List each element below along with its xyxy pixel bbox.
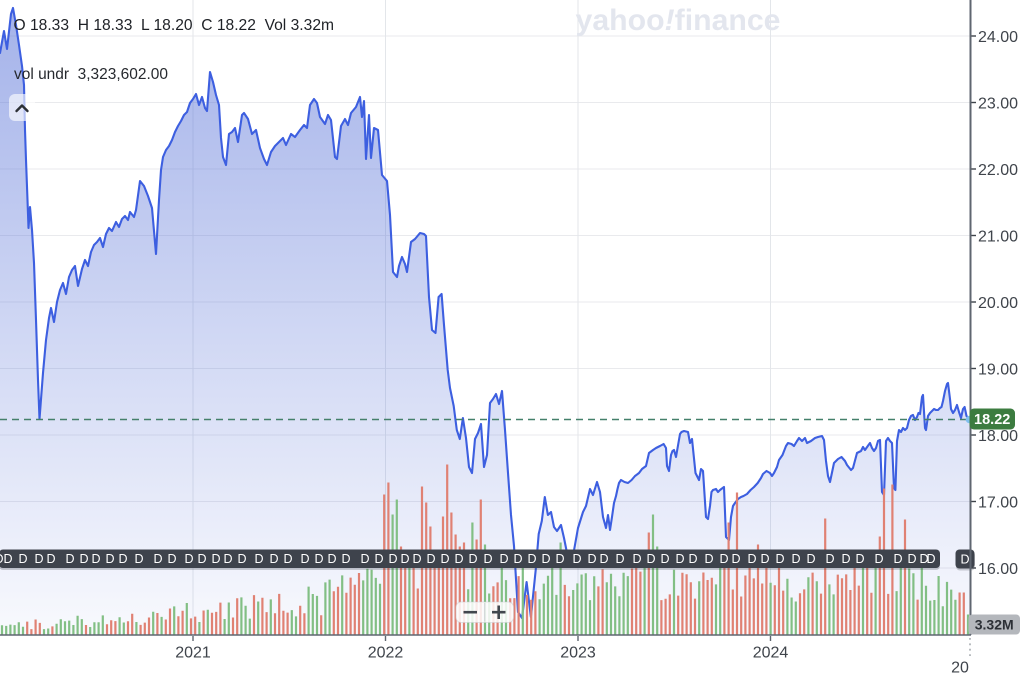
svg-text:D: D	[632, 552, 641, 566]
svg-text:D: D	[926, 552, 935, 566]
svg-text:D: D	[660, 552, 669, 566]
svg-text:D: D	[118, 552, 127, 566]
svg-text:2023: 2023	[560, 645, 596, 662]
svg-text:2022: 2022	[368, 645, 404, 662]
svg-text:D: D	[874, 552, 883, 566]
svg-text:yahoo!finance: yahoo!finance	[576, 4, 781, 37]
svg-text:24.00: 24.00	[978, 29, 1018, 46]
svg-text:D: D	[3, 552, 12, 566]
svg-text:D: D	[400, 552, 409, 566]
svg-text:D: D	[314, 552, 323, 566]
svg-text:D: D	[254, 552, 263, 566]
svg-text:D: D	[91, 552, 100, 566]
svg-text:17.00: 17.00	[978, 494, 1018, 511]
svg-text:D: D	[327, 552, 336, 566]
svg-text:D: D	[46, 552, 55, 566]
svg-text:D: D	[541, 552, 550, 566]
svg-text:D: D	[440, 552, 449, 566]
svg-text:D: D	[688, 552, 697, 566]
svg-text:D: D	[223, 552, 232, 566]
svg-text:D: D	[167, 552, 176, 566]
svg-text:D: D	[134, 552, 143, 566]
svg-text:D: D	[646, 552, 655, 566]
svg-text:D: D	[300, 552, 309, 566]
svg-text:D: D	[153, 552, 162, 566]
svg-text:2021: 2021	[175, 645, 211, 662]
svg-text:D: D	[791, 552, 800, 566]
svg-text:D: D	[704, 552, 713, 566]
svg-text:D: D	[572, 552, 581, 566]
svg-text:D: D	[468, 552, 477, 566]
svg-text:D: D	[374, 552, 383, 566]
svg-text:D: D	[483, 552, 492, 566]
svg-text:D: D	[412, 552, 421, 566]
svg-text:D: D	[760, 552, 769, 566]
svg-text:D: D	[360, 552, 369, 566]
svg-text:D: D	[454, 552, 463, 566]
svg-text:D: D	[388, 552, 397, 566]
svg-text:D: D	[719, 552, 728, 566]
svg-text:D: D	[893, 552, 902, 566]
svg-text:D: D	[65, 552, 74, 566]
svg-text:D: D	[907, 552, 916, 566]
svg-text:16.00: 16.00	[978, 561, 1018, 578]
svg-text:D: D	[0, 552, 4, 566]
svg-text:D: D	[426, 552, 435, 566]
svg-text:D: D	[513, 552, 522, 566]
svg-text:D: D	[855, 552, 864, 566]
svg-text:D: D	[18, 552, 27, 566]
svg-text:D: D	[79, 552, 88, 566]
svg-text:20.00: 20.00	[978, 295, 1018, 312]
svg-text:D: D	[211, 552, 220, 566]
svg-text:D: D	[615, 552, 624, 566]
svg-text:D: D	[960, 553, 969, 567]
svg-text:D: D	[34, 552, 43, 566]
svg-text:D: D	[269, 552, 278, 566]
svg-text:D: D	[675, 552, 684, 566]
svg-text:D: D	[499, 552, 508, 566]
svg-text:D: D	[775, 552, 784, 566]
svg-text:D: D	[555, 552, 564, 566]
svg-text:O 18.33 H 18.33 L 18.20 C 1: O 18.33 H 18.33 L 18.20 C 18.22 Vol 3.32…	[14, 17, 335, 34]
svg-text:2024: 2024	[753, 645, 789, 662]
svg-text:18.22: 18.22	[974, 412, 1010, 428]
svg-text:D: D	[105, 552, 114, 566]
svg-text:D: D	[825, 552, 834, 566]
svg-text:D: D	[341, 552, 350, 566]
svg-text:D: D	[197, 552, 206, 566]
svg-text:D: D	[731, 552, 740, 566]
svg-text:22.00: 22.00	[978, 162, 1018, 179]
svg-text:3.32M: 3.32M	[975, 617, 1014, 633]
svg-text:19.00: 19.00	[978, 361, 1018, 378]
svg-text:D: D	[919, 552, 928, 566]
svg-text:D: D	[841, 552, 850, 566]
svg-text:21.00: 21.00	[978, 228, 1018, 245]
svg-text:D: D	[587, 552, 596, 566]
svg-text:vol undr 3,323,602.00: vol undr 3,323,602.00	[14, 66, 168, 83]
svg-text:D: D	[527, 552, 536, 566]
svg-text:D: D	[747, 552, 756, 566]
svg-text:23.00: 23.00	[978, 95, 1018, 112]
svg-text:D: D	[599, 552, 608, 566]
svg-text:D: D	[283, 552, 292, 566]
svg-text:20: 20	[951, 660, 969, 676]
svg-text:D: D	[184, 552, 193, 566]
svg-text:18.00: 18.00	[978, 428, 1018, 445]
svg-text:D: D	[237, 552, 246, 566]
svg-text:D: D	[806, 552, 815, 566]
